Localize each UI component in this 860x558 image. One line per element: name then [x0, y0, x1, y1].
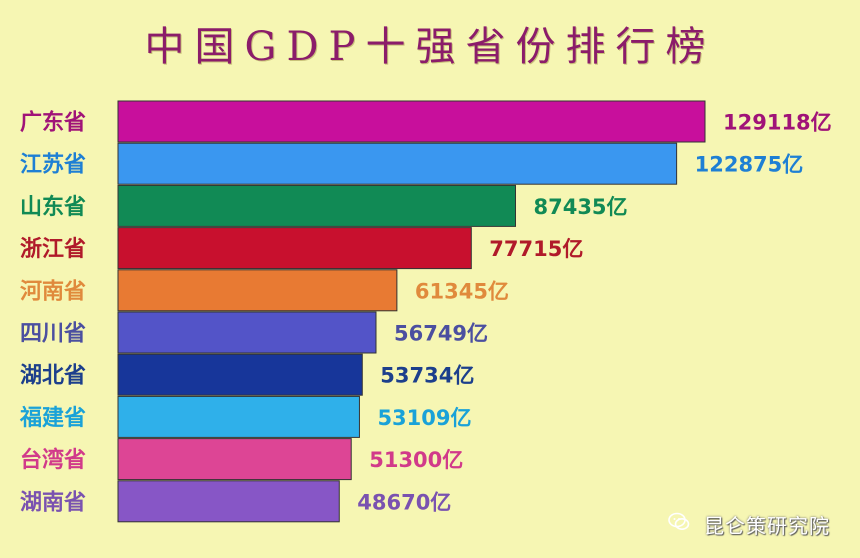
- bar: [117, 142, 678, 185]
- category-label: 湖南省: [20, 490, 86, 515]
- value-label: 53734亿: [380, 364, 474, 388]
- category-label: 浙江省: [20, 237, 86, 262]
- bar: [117, 480, 340, 523]
- category-label: 山东省: [20, 194, 86, 220]
- value-label: 48670亿: [357, 490, 451, 514]
- value-label: 56749亿: [394, 322, 488, 346]
- wechat-icon: [668, 512, 690, 530]
- watermark-text: 昆仑策研究院: [704, 514, 830, 538]
- bar: [117, 227, 472, 270]
- value-label: 51300亿: [369, 448, 463, 472]
- bar: [117, 100, 706, 143]
- category-label: 江苏省: [20, 152, 86, 178]
- bar: [117, 438, 352, 481]
- category-label: 河南省: [20, 279, 86, 304]
- value-label: 87435亿: [533, 195, 627, 219]
- category-label: 广东省: [20, 110, 86, 136]
- category-label: 台湾省: [20, 447, 86, 473]
- value-label: 129118亿: [723, 111, 832, 135]
- value-label: 61345亿: [415, 279, 509, 303]
- category-label: 福建省: [19, 406, 86, 431]
- bar: [117, 353, 363, 396]
- category-label: 四川省: [20, 322, 86, 347]
- category-label: 湖北省: [20, 364, 86, 389]
- value-label: 122875亿: [695, 153, 804, 177]
- chart-title: 中国GDP十强省份排行榜: [144, 24, 716, 70]
- bar: [117, 269, 398, 312]
- value-label: 53109亿: [377, 406, 471, 430]
- value-label: 77715亿: [489, 237, 583, 261]
- bar: [117, 311, 377, 354]
- bar: [117, 395, 360, 438]
- bar: [117, 184, 516, 227]
